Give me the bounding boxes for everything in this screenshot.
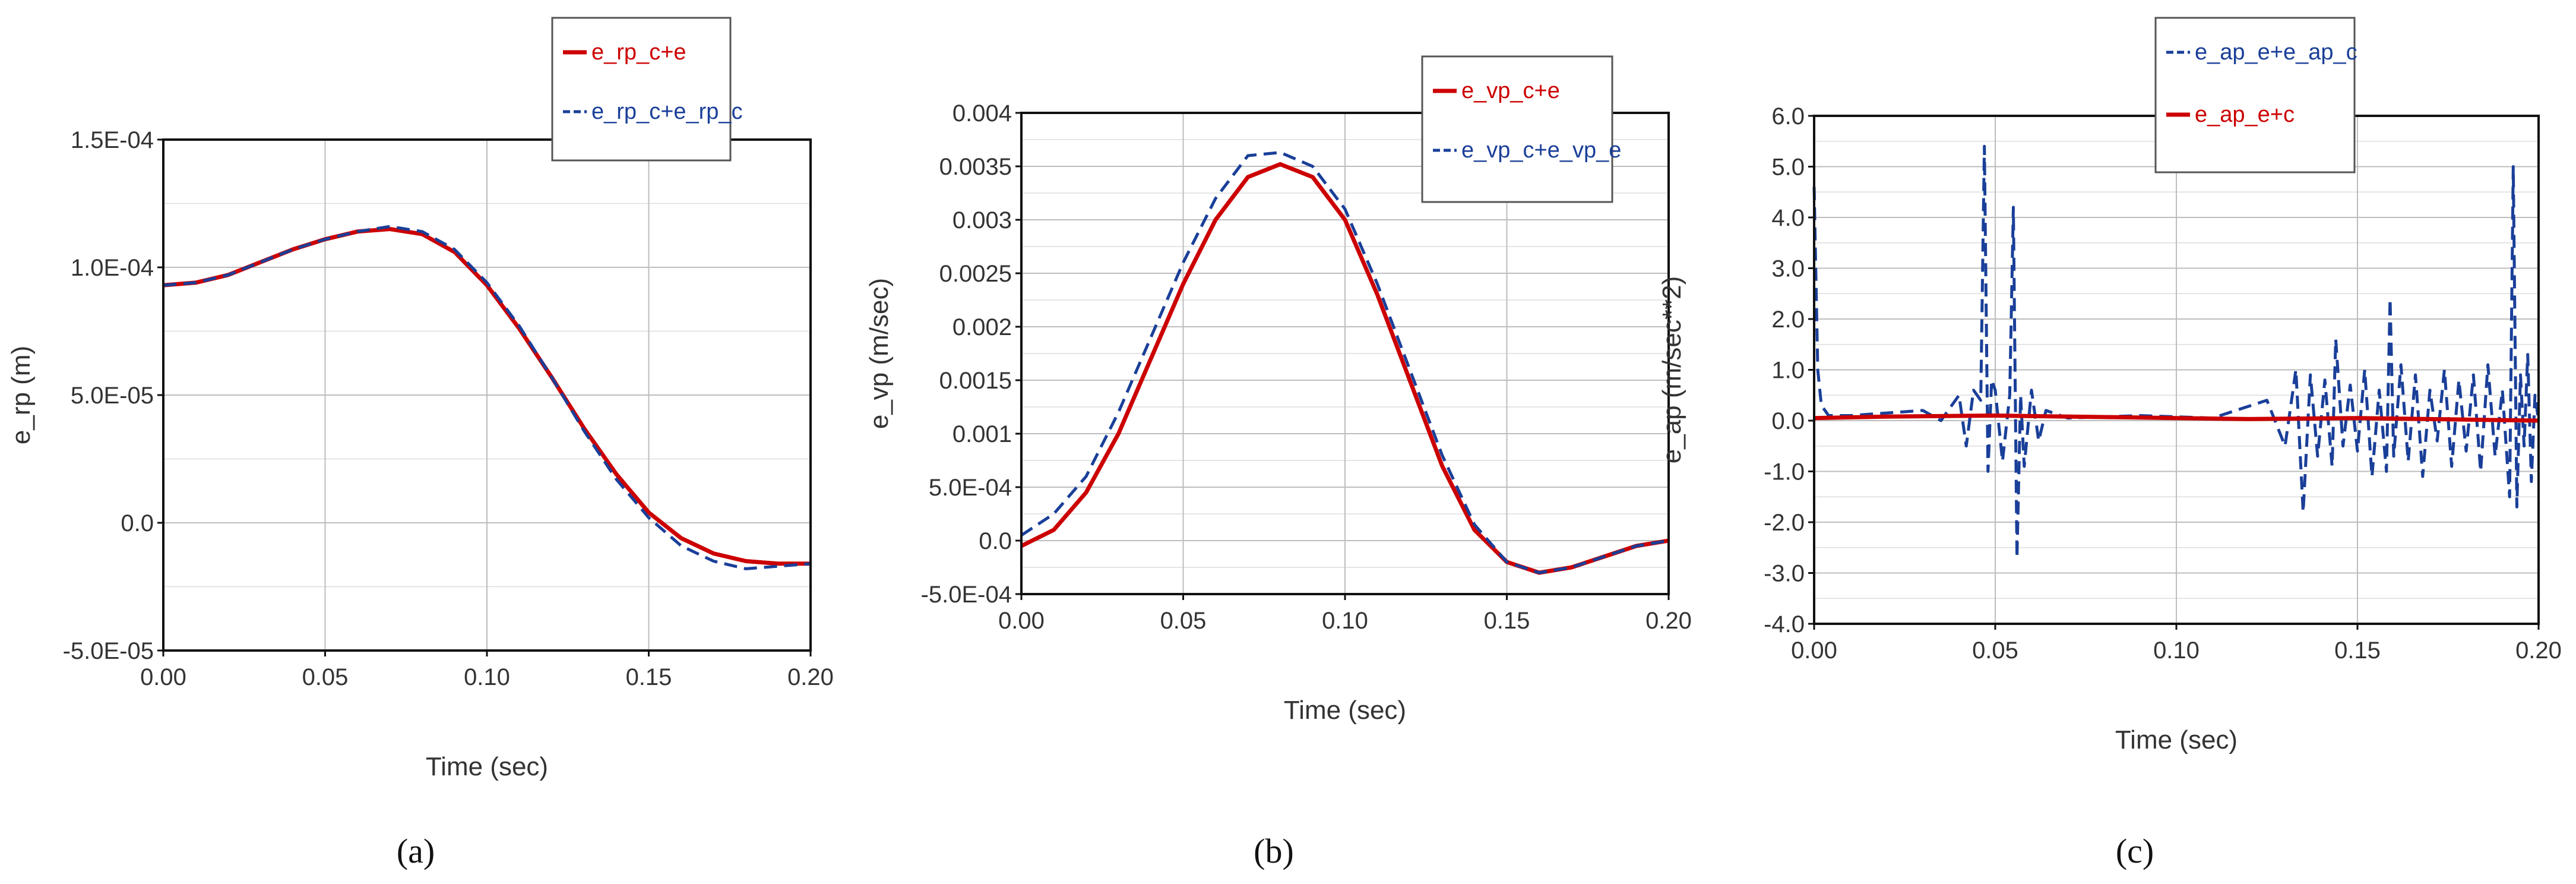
y-tick-label: 3.0	[1771, 256, 1805, 282]
y-tick-label: 0.002	[952, 314, 1012, 340]
x-tick-label: 0.05	[1160, 608, 1207, 634]
y-tick-label: 1.5E-04	[71, 127, 154, 153]
legend-entry: e_rp_c+e	[591, 40, 686, 65]
legend-entry: e_vp_c+e	[1461, 78, 1560, 103]
chart-panel-b: -5.0E-04 0.0 5.0E-04 0.001 0.0015 0.002 0.0025…	[865, 55, 1692, 725]
y-tick-label: 0.0025	[939, 261, 1012, 287]
panel-label-c: (c)	[2116, 832, 2154, 870]
legend-entry: e_ap_e+c	[2195, 102, 2295, 127]
x-axis-label: Time (sec)	[426, 752, 548, 781]
y-tick-label: 0.003	[952, 207, 1012, 233]
x-tick-label: 0.00	[140, 664, 186, 690]
series-line-e_vp_c+e_vp_e	[1020, 151, 1669, 574]
x-tick-label: 0.10	[1322, 608, 1368, 634]
y-tick-label: 1.0	[1771, 358, 1805, 384]
y-tick-label: 1.0E-04	[71, 255, 154, 281]
y-tick-label: -5.0E-04	[921, 582, 1012, 608]
series-line-e_ap_e+c	[1814, 413, 2539, 423]
legend-box	[1421, 55, 1613, 203]
series-line-e_rp_c+e_rp_c	[163, 225, 811, 570]
x-tick-label: 0.00	[1791, 637, 1837, 664]
panel-label-b: (b)	[1254, 832, 1294, 870]
y-tick-label: 6.0	[1771, 103, 1805, 130]
y-tick-label: -3.0	[1764, 561, 1805, 587]
x-tick-label: 0.05	[302, 664, 349, 690]
y-tick-label: 5.0E-04	[929, 475, 1012, 501]
legend-box	[551, 17, 732, 162]
y-tick-label: 0.0	[1771, 408, 1805, 434]
legend-entry: e_vp_c+e_vp_e	[1461, 138, 1621, 163]
x-tick-label: 0.20	[2515, 637, 2562, 664]
panel-label-a: (a)	[397, 832, 435, 870]
y-tick-label: 5.0E-05	[71, 383, 154, 409]
x-tick-label: 0.20	[1645, 608, 1692, 634]
x-tick-label: 0.10	[464, 664, 510, 690]
x-tick-label: 0.10	[2153, 637, 2200, 664]
x-axis-label: Time (sec)	[1284, 696, 1406, 725]
x-tick-label: 0.05	[1972, 637, 2018, 664]
y-axis-label: e_rp (m)	[7, 346, 36, 444]
legend-entry: e_rp_c+e_rp_c	[591, 99, 743, 124]
y-tick-label: 2.0	[1771, 307, 1805, 333]
y-tick-label: -5.0E-05	[63, 638, 154, 664]
y-tick-label: 5.0	[1771, 154, 1805, 181]
y-tick-label: 0.001	[952, 421, 1012, 447]
y-tick-label: 0.004	[952, 100, 1012, 127]
chart-panel-c: -4.0 -3.0 -2.0 -1.0 0.0 1.0 2.0 3.0 4.0 5.0 6.0 0.0…	[1657, 17, 2562, 754]
y-tick-label: 0.0035	[939, 154, 1012, 180]
chart-panel-a: -5.0E-05 0.0 5.0E-05 1.0E-04 1.5E-04 0.00 0.05…	[7, 17, 834, 781]
y-tick-label: -4.0	[1764, 611, 1805, 637]
x-tick-label: 0.15	[1484, 608, 1530, 634]
y-axis-label: e_vp (m/sec)	[865, 278, 894, 429]
y-tick-label: 0.0	[121, 510, 154, 536]
y-axis-label: e_ap (m/sec**2)	[1657, 276, 1686, 463]
x-tick-label: 0.15	[626, 664, 672, 690]
y-tick-label: 0.0	[979, 528, 1012, 554]
y-tick-label: -1.0	[1764, 459, 1805, 485]
y-tick-label: 4.0	[1771, 205, 1805, 231]
y-tick-label: 0.0015	[939, 368, 1012, 394]
x-axis-label: Time (sec)	[2115, 725, 2238, 754]
x-tick-label: 0.15	[2334, 637, 2381, 664]
x-tick-label: 0.00	[998, 608, 1045, 634]
y-tick-label: -2.0	[1764, 510, 1805, 536]
legend-box	[2154, 17, 2356, 173]
x-tick-label: 0.20	[787, 664, 834, 690]
legend-entry: e_ap_e+e_ap_c	[2195, 40, 2357, 65]
